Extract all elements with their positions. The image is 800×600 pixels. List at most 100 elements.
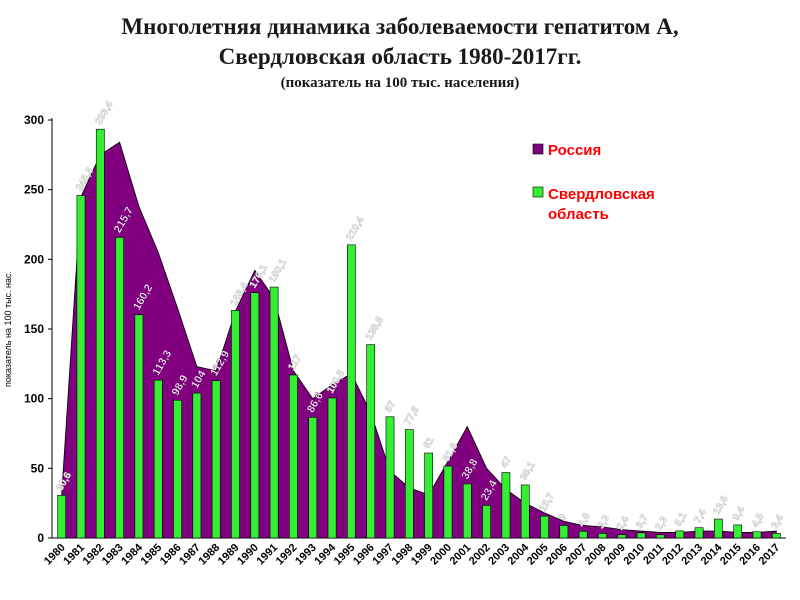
bar-sverdlovsk bbox=[347, 244, 356, 539]
x-tick-label: 1997 bbox=[370, 542, 396, 568]
bar-sverdlovsk bbox=[520, 484, 530, 539]
chart-subtitle: (показатель на 100 тыс. населения) bbox=[280, 75, 520, 91]
bar-sverdlovsk bbox=[578, 531, 588, 539]
bar-sverdlovsk bbox=[598, 533, 607, 539]
x-tick-label: 2003 bbox=[486, 542, 512, 568]
x-tick-label: 1998 bbox=[390, 542, 416, 568]
data-label: 3,4 bbox=[769, 513, 786, 531]
bar-sverdlovsk bbox=[134, 314, 144, 539]
x-tick-label: 2013 bbox=[679, 542, 705, 568]
data-label: 47 bbox=[499, 455, 514, 471]
bar-sverdlovsk bbox=[250, 292, 260, 539]
x-tick-label: 1993 bbox=[293, 542, 319, 568]
data-label: 9 bbox=[557, 512, 570, 523]
data-label: 138,8 bbox=[364, 315, 386, 343]
series-russia-area bbox=[61, 141, 777, 539]
x-tick-label: 2006 bbox=[544, 542, 570, 568]
data-label: 4,5 bbox=[750, 511, 767, 529]
bar-sverdlovsk bbox=[308, 417, 318, 539]
y-tick-label: 300 bbox=[24, 113, 44, 127]
bar-sverdlovsk bbox=[501, 472, 511, 539]
y-tick-label: 250 bbox=[24, 183, 44, 197]
data-label: 3,7 bbox=[634, 512, 651, 530]
legend-label-sverdlovsk: область bbox=[548, 206, 609, 223]
bar-sverdlovsk bbox=[115, 237, 124, 539]
chart-title: Многолетняя динамика заболеваемости гепа… bbox=[121, 14, 679, 39]
x-tick-label: 2015 bbox=[718, 542, 744, 568]
bar-sverdlovsk bbox=[366, 344, 376, 539]
x-tick-label: 2012 bbox=[660, 542, 686, 568]
x-tick-label: 1996 bbox=[351, 542, 377, 568]
bar-sverdlovsk bbox=[192, 392, 202, 539]
data-label: 13,6 bbox=[711, 494, 730, 517]
x-tick-label: 2005 bbox=[525, 542, 551, 568]
x-tick-label: 2017 bbox=[757, 542, 783, 568]
x-tick-label: 1980 bbox=[42, 542, 68, 568]
bar-sverdlovsk bbox=[714, 518, 723, 539]
bar-sverdlovsk bbox=[404, 429, 414, 539]
legend-swatch-russia bbox=[532, 143, 544, 155]
bar-sverdlovsk bbox=[656, 534, 665, 539]
legend-swatch-sverdlovsk bbox=[532, 186, 544, 198]
bar-sverdlovsk bbox=[153, 379, 163, 539]
x-tick-label: 1987 bbox=[177, 542, 203, 568]
x-tick-label: 2007 bbox=[564, 542, 590, 568]
legend-label-russia: Россия bbox=[548, 142, 601, 159]
bar-sverdlovsk bbox=[289, 374, 298, 539]
x-tick-label: 1981 bbox=[61, 542, 87, 568]
chart-title-block: Многолетняя динамика заболеваемости гепа… bbox=[0, 0, 800, 94]
data-label: 210,4 bbox=[344, 215, 366, 243]
bar-sverdlovsk bbox=[752, 531, 762, 539]
data-label: 87 bbox=[383, 399, 398, 415]
bar-sverdlovsk bbox=[482, 505, 491, 539]
bar-sverdlovsk bbox=[173, 399, 182, 539]
x-tick-label: 1990 bbox=[235, 542, 261, 568]
x-tick-label: 2009 bbox=[602, 542, 628, 568]
data-label: 38,1 bbox=[518, 460, 537, 483]
x-tick-label: 1983 bbox=[100, 542, 126, 568]
data-label: 5,1 bbox=[673, 510, 690, 528]
x-tick-label: 1991 bbox=[254, 542, 280, 568]
y-tick-label: 50 bbox=[31, 461, 45, 475]
bar-sverdlovsk bbox=[95, 128, 105, 539]
bar-sverdlovsk bbox=[462, 483, 472, 539]
bar-sverdlovsk bbox=[327, 397, 337, 539]
bar-sverdlovsk bbox=[269, 286, 279, 539]
bar-sverdlovsk bbox=[57, 495, 67, 539]
data-label: 7,4 bbox=[692, 507, 709, 525]
y-tick-label: 200 bbox=[24, 252, 44, 266]
bar-sverdlovsk bbox=[424, 452, 434, 539]
chart-title-line2: Свердловская область 1980-2017гг. bbox=[218, 44, 582, 69]
y-tick-label: 100 bbox=[24, 392, 44, 406]
y-axis-label: показатель на 100 тыс. нас. bbox=[3, 271, 13, 387]
x-tick-label: 2008 bbox=[583, 542, 609, 568]
legend-label-sverdlovsk: Свердловская bbox=[548, 186, 655, 203]
x-tick-label: 2010 bbox=[621, 542, 647, 568]
data-label: 293,4 bbox=[93, 99, 115, 127]
x-tick-label: 1988 bbox=[197, 542, 223, 568]
x-tick-label: 2002 bbox=[467, 542, 493, 568]
x-tick-label: 2000 bbox=[428, 542, 454, 568]
bar-sverdlovsk bbox=[675, 530, 685, 539]
x-tick-label: 1992 bbox=[274, 542, 300, 568]
bar-sverdlovsk bbox=[443, 465, 453, 539]
data-label: 15,7 bbox=[538, 491, 557, 514]
bar-sverdlovsk bbox=[636, 532, 646, 539]
x-tick-label: 2011 bbox=[641, 542, 666, 567]
x-tick-label: 2001 bbox=[448, 542, 474, 568]
x-tick-label: 1999 bbox=[409, 542, 435, 568]
bar-sverdlovsk bbox=[694, 527, 704, 539]
data-label: 180,1 bbox=[267, 257, 289, 285]
x-tick-label: 2016 bbox=[737, 542, 763, 568]
data-label: 61 bbox=[422, 435, 437, 451]
data-label: 9,4 bbox=[731, 504, 748, 522]
x-tick-label: 1989 bbox=[216, 542, 242, 568]
bar-sverdlovsk bbox=[540, 515, 549, 539]
y-tick-label: 150 bbox=[24, 322, 44, 336]
x-tick-label: 1986 bbox=[158, 542, 184, 568]
x-tick-label: 1982 bbox=[81, 542, 107, 568]
data-label: 2,3 bbox=[654, 514, 671, 532]
data-label: 176,1 bbox=[248, 263, 270, 291]
bar-sverdlovsk bbox=[771, 532, 781, 539]
